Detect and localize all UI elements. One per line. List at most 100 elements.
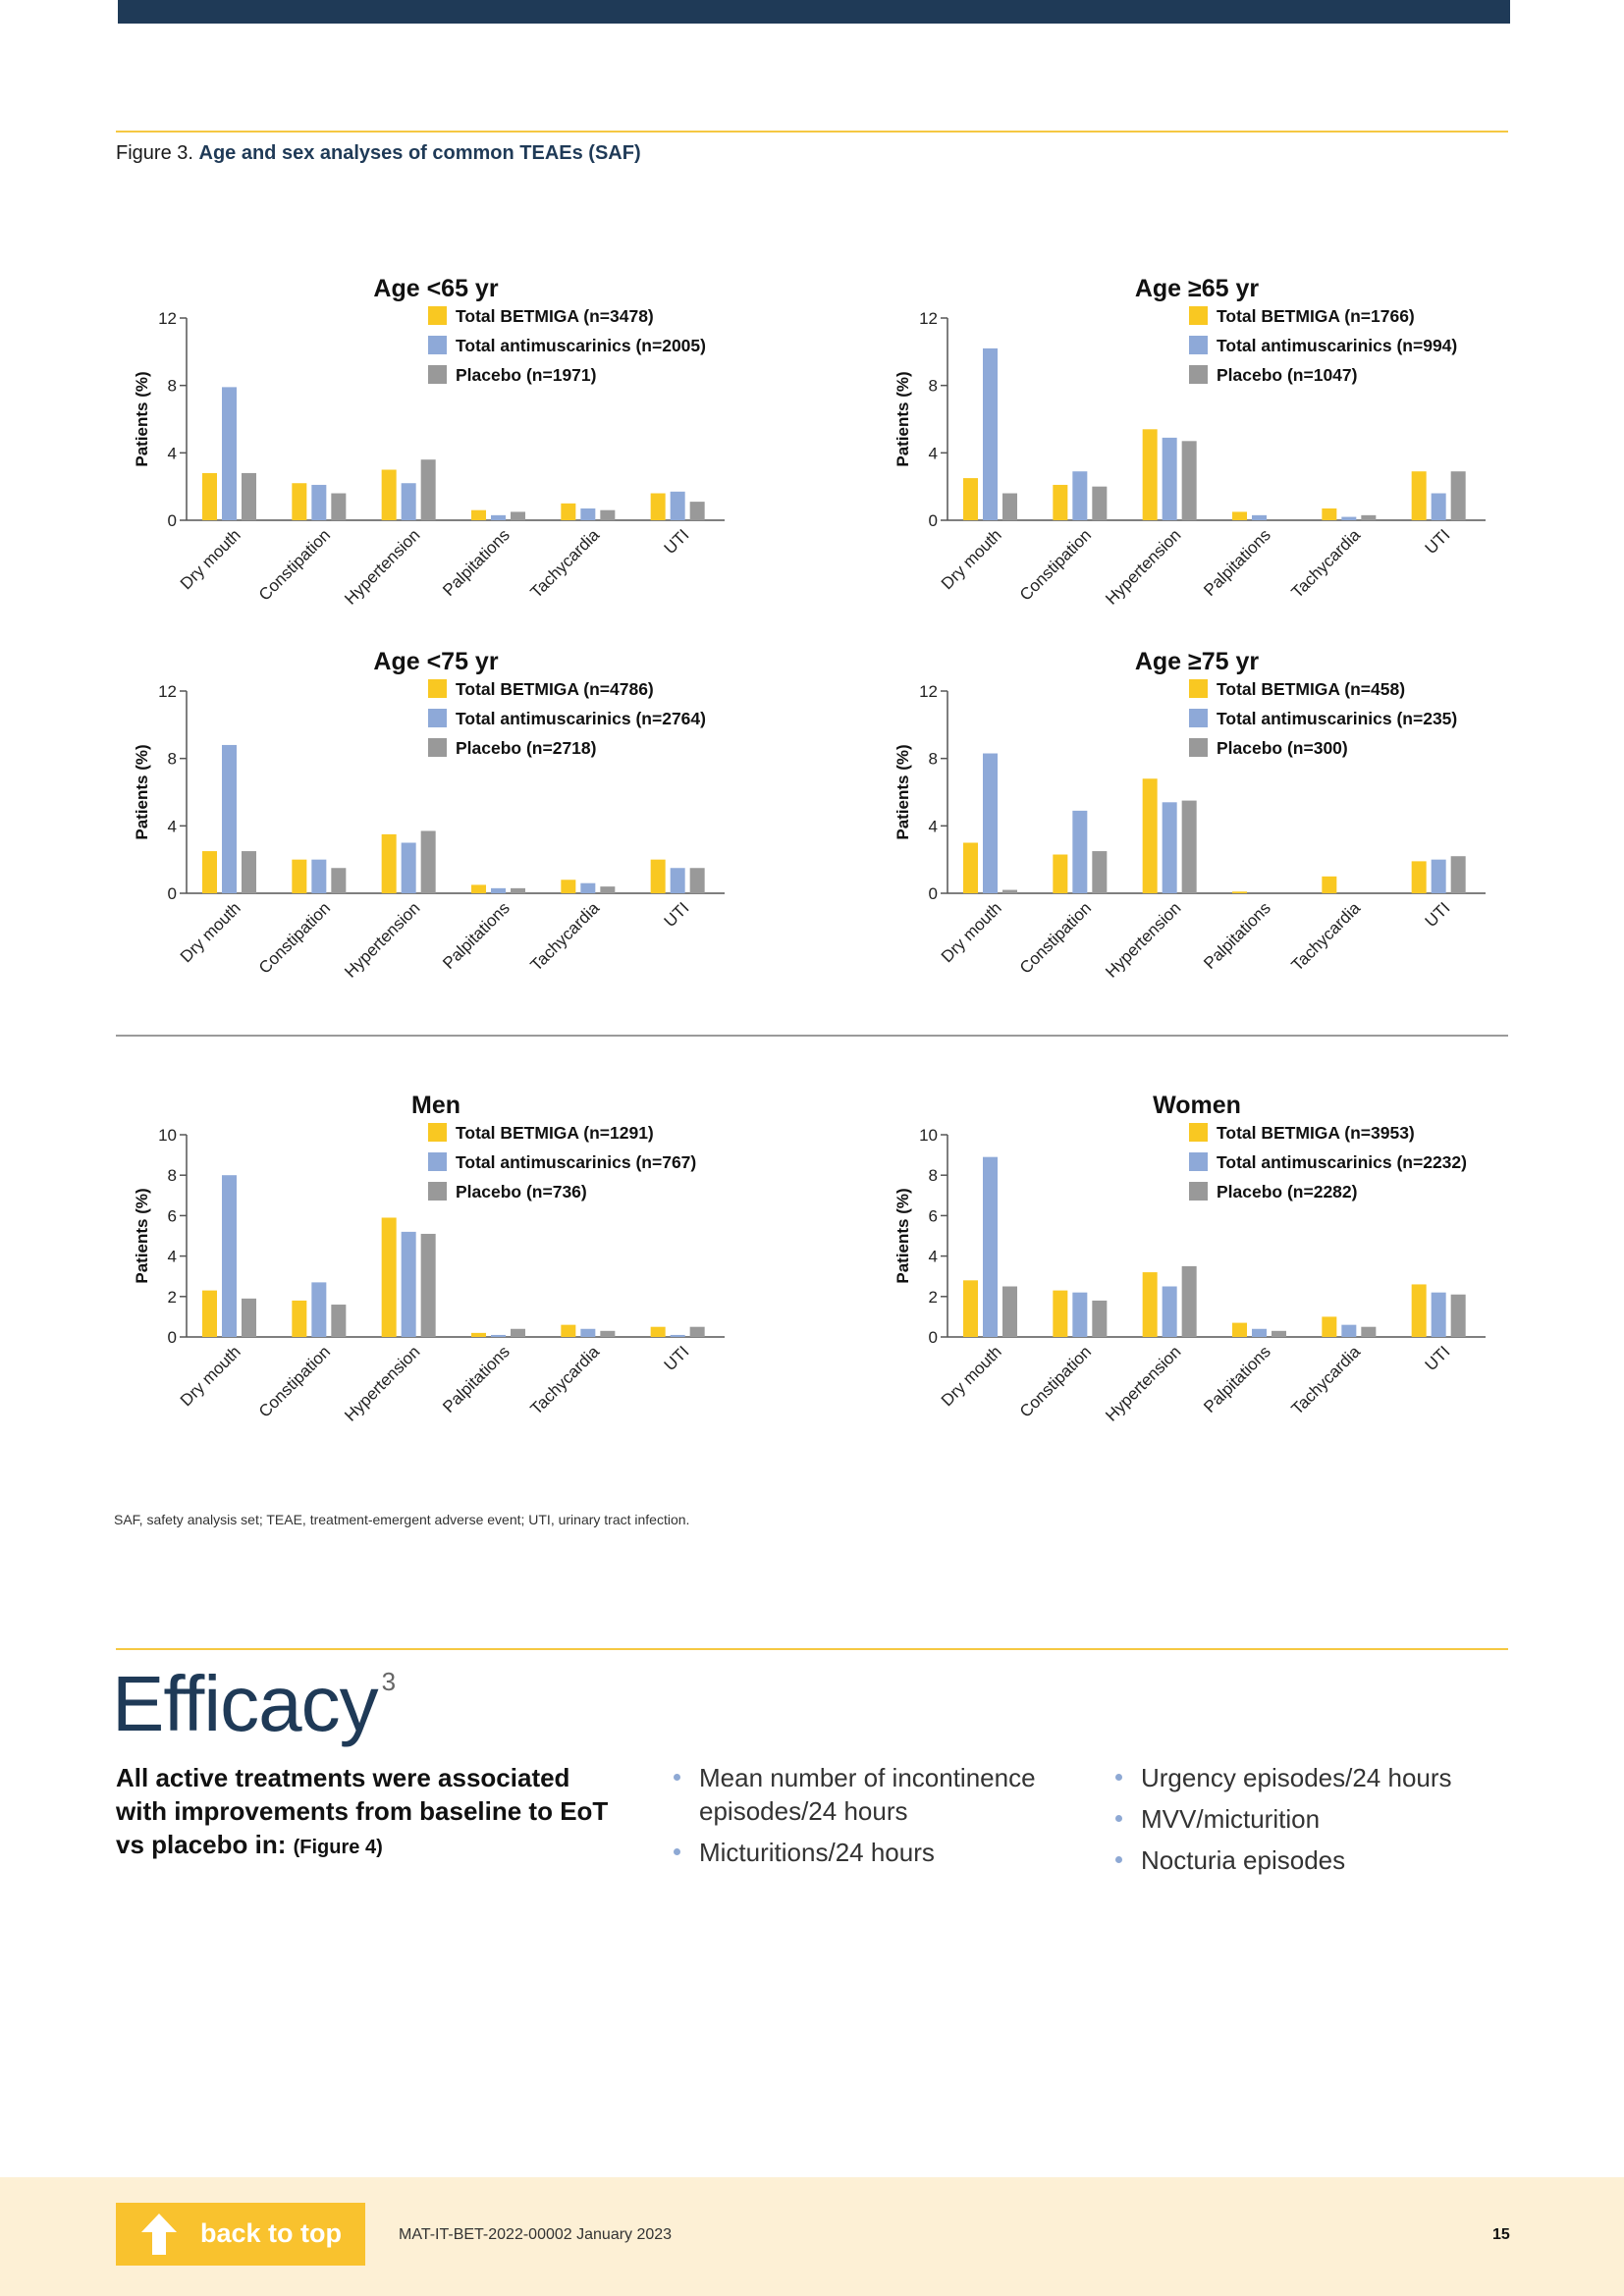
legend-label: Total BETMIGA (n=3478) [456, 306, 654, 326]
y-tick-label: 10 [919, 1126, 938, 1145]
y-tick-label: 4 [168, 444, 177, 462]
bar [242, 851, 256, 893]
legend-label: Total BETMIGA (n=1766) [1217, 306, 1415, 326]
legend-label: Total antimuscarinics (n=2005) [456, 336, 706, 355]
legend-label: Total antimuscarinics (n=2764) [456, 709, 706, 728]
y-axis-label: Patients (%) [893, 371, 912, 466]
bar [401, 483, 416, 520]
bar [1450, 471, 1466, 520]
bar [1232, 891, 1247, 893]
bar [561, 503, 576, 520]
bar [292, 483, 307, 520]
arrow-up-icon [141, 2214, 177, 2255]
bar [311, 1282, 327, 1337]
legend-swatch [428, 1123, 447, 1142]
x-tick-label: Hypertension [1102, 1342, 1184, 1424]
bar [650, 1326, 666, 1337]
list-item: MVV/micturition [1115, 1802, 1518, 1836]
y-tick-label: 2 [168, 1288, 177, 1307]
bar [983, 347, 998, 520]
legend-label: Total antimuscarinics (n=2232) [1217, 1152, 1467, 1172]
bar [600, 886, 616, 893]
legend-label: Placebo (n=736) [456, 1182, 587, 1201]
legend-label: Placebo (n=1047) [1217, 365, 1357, 385]
x-tick-label: Hypertension [341, 898, 423, 981]
x-tick-label: UTI [661, 1342, 693, 1374]
bar [983, 1156, 998, 1337]
y-axis-label: Patients (%) [893, 1188, 912, 1283]
legend-swatch [1189, 679, 1208, 698]
bar [1322, 876, 1337, 893]
x-tick-label: Hypertension [341, 1342, 423, 1424]
x-tick-label: Dry mouth [938, 1342, 1005, 1410]
x-tick-label: Tachycardia [527, 898, 604, 975]
x-tick-label: Constipation [255, 898, 334, 977]
chart-age-under-75: Age <75 yr Patients (%) 0 4 8 12 Dry mouth Cons… [116, 630, 803, 1062]
bar [381, 469, 397, 520]
bar [1272, 1330, 1286, 1337]
x-tick-label: Hypertension [1102, 898, 1184, 981]
efficacy-lead: All active treatments were associated wi… [116, 1761, 617, 1864]
chart-title: Age <75 yr [373, 648, 498, 675]
list-item: Mean number of incontinence episodes/24 … [674, 1761, 1086, 1828]
figure-title: Age and sex analyses of common TEAEs (SA… [198, 142, 641, 164]
bar [1092, 486, 1108, 520]
bar [511, 511, 525, 520]
bullet-icon [1115, 1774, 1122, 1781]
x-tick-label: Constipation [255, 525, 334, 604]
bar [1431, 1292, 1446, 1337]
bar [471, 884, 486, 893]
divider-middle [116, 1035, 1508, 1037]
x-tick-label: Constipation [1016, 525, 1095, 604]
chart-svg: Age ≥65 yr Patients (%) 0 4 8 12 Dry mouth Cons… [893, 275, 1486, 609]
chart-women: Women Patients (%) 0 2 4 6 8 10 Dry mouth Constip… [877, 1074, 1564, 1506]
x-tick-label: Tachycardia [1288, 525, 1365, 602]
legend-swatch [428, 1152, 447, 1171]
bar [1181, 1265, 1197, 1337]
x-tick-label: UTI [661, 898, 693, 931]
y-tick-label: 12 [158, 309, 177, 328]
y-tick-label: 4 [168, 817, 177, 835]
figure-caption: Figure 3. Age and sex analyses of common… [116, 142, 641, 165]
bar [689, 868, 705, 893]
legend-swatch [1189, 365, 1208, 384]
legend-label: Total antimuscarinics (n=235) [1217, 709, 1457, 728]
legend-label: Total BETMIGA (n=3953) [1217, 1123, 1415, 1143]
x-tick-label: Tachycardia [1288, 1342, 1365, 1418]
bar [1092, 1300, 1108, 1337]
list-item: Nocturia episodes [1115, 1843, 1518, 1877]
efficacy-lead-text: All active treatments were associated wi… [116, 1763, 609, 1859]
bar [1181, 441, 1197, 520]
bar [381, 1217, 397, 1337]
efficacy-title: Efficacy [112, 1660, 379, 1747]
efficacy-lead-ref: (Figure 4) [293, 1837, 383, 1858]
bar [1411, 861, 1427, 893]
bar [1162, 802, 1177, 893]
y-tick-label: 0 [168, 1328, 177, 1347]
legend-swatch [1189, 1123, 1208, 1142]
chart-svg: Men Patients (%) 0 2 4 6 8 10 Dry mouth Constipat… [133, 1092, 725, 1425]
back-to-top-button[interactable]: back to top [116, 2203, 365, 2266]
x-tick-label: Tachycardia [1288, 898, 1365, 975]
bullet-icon [674, 1774, 680, 1781]
bar [1142, 429, 1158, 520]
bar [1162, 1286, 1177, 1337]
x-tick-label: Palpitations [1200, 525, 1274, 600]
chart-title: Age <65 yr [373, 275, 498, 302]
bar [1053, 484, 1068, 520]
y-tick-label: 12 [158, 682, 177, 701]
y-tick-label: 8 [168, 1166, 177, 1185]
efficacy-bullets-col1: Mean number of incontinence episodes/24 … [674, 1761, 1086, 1877]
bar [511, 1328, 525, 1337]
legend-swatch [428, 679, 447, 698]
y-axis-label: Patients (%) [133, 371, 151, 466]
chart-svg: Age ≥75 yr Patients (%) 0 4 8 12 Dry mouth Cons… [893, 648, 1486, 982]
y-tick-label: 12 [919, 309, 938, 328]
bar [1092, 851, 1108, 893]
y-tick-label: 8 [929, 377, 938, 396]
y-tick-label: 0 [929, 511, 938, 530]
bar [491, 1334, 506, 1337]
legend-label: Total antimuscarinics (n=767) [456, 1152, 696, 1172]
bar [292, 1300, 307, 1337]
bar [202, 1290, 217, 1337]
